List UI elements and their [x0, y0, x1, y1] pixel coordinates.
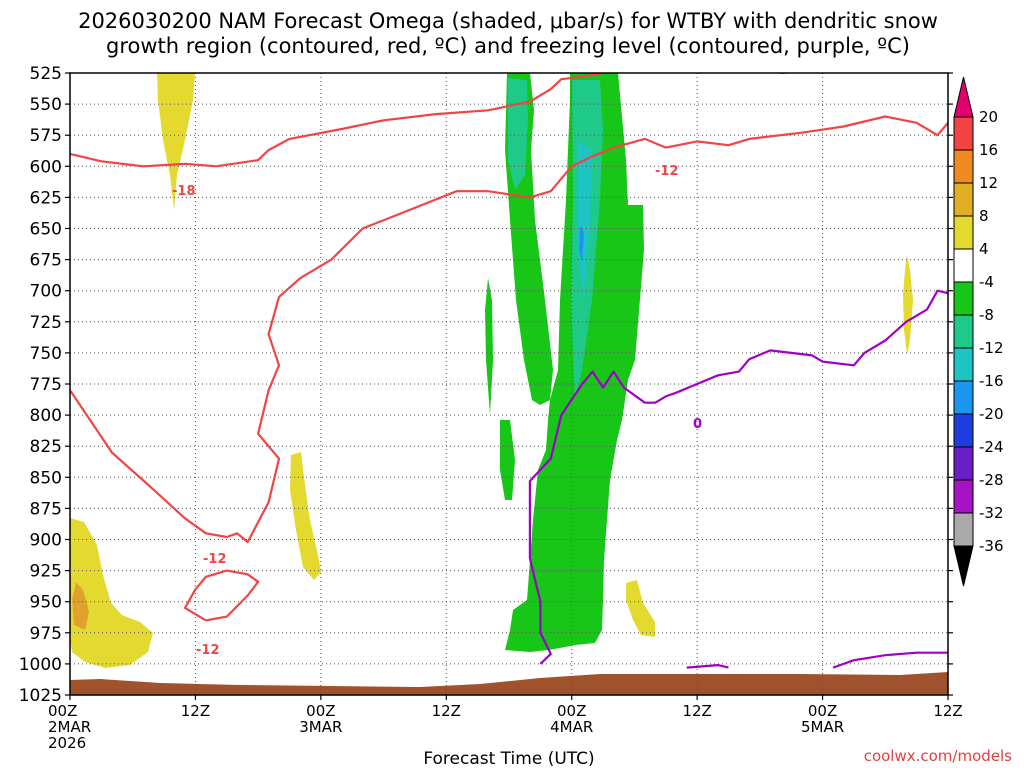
- y-tick-label-1025: 1025: [19, 686, 62, 706]
- colorbar-segment-13: [953, 512, 974, 547]
- x-tick-label-48-2: 4MAR: [550, 718, 593, 736]
- colorbar-label-16: 16: [979, 141, 998, 159]
- colorbar-segment-7: [953, 314, 974, 349]
- colorbar-segment-3: [953, 182, 974, 217]
- colorbar-label--12: -12: [979, 339, 1004, 357]
- omega-region-downward-spur: [500, 420, 515, 500]
- y-tick-label-650: 650: [30, 220, 62, 240]
- x-tick-label-12-1: 12Z: [181, 702, 210, 720]
- contour-line-dendritic-3: [70, 190, 489, 544]
- x-tick-label-60-1: 12Z: [682, 702, 711, 720]
- colorbar-label--32: -32: [979, 504, 1004, 522]
- colorbar-label-4: 4: [979, 240, 989, 258]
- colorbar: 20 16 12 8 4 -4 -8 -12 -16 -20 -24 -28 -32 -36: [953, 76, 1004, 587]
- contour-label-red-1: -18: [172, 184, 196, 199]
- y-tick-label-725: 725: [30, 313, 62, 333]
- contour-label-red-3: -12: [203, 552, 227, 567]
- y-tick-label-750: 750: [30, 344, 62, 364]
- y-tick-label-850: 850: [30, 468, 62, 488]
- colorbar-label-8: 8: [979, 207, 989, 225]
- y-tick-label-575: 575: [30, 126, 62, 146]
- y-tick-label-675: 675: [30, 251, 62, 271]
- colorbar-segment-6: [953, 281, 974, 316]
- x-tick-label-48-1: 00Z: [557, 702, 586, 720]
- omega-region-downward-left: [485, 278, 493, 415]
- terrain-surface: [70, 672, 948, 695]
- colorbar-cap-top: [953, 76, 974, 118]
- omega-region-upward-1: [157, 73, 195, 210]
- y-tick-label-525: 525: [30, 64, 62, 84]
- y-tick-label-900: 900: [30, 531, 62, 551]
- contour-label-red-4: -12: [196, 643, 220, 658]
- y-tick-label-700: 700: [30, 282, 62, 302]
- x-tick-label-36-1: 12Z: [432, 702, 461, 720]
- x-tick-label-0-3: 2026: [48, 734, 86, 752]
- watermark: coolwx.com/models: [864, 747, 1012, 765]
- y-tick-label-950: 950: [30, 593, 62, 613]
- omega-region-upward-3: [290, 452, 321, 580]
- y-tick-label-875: 875: [30, 499, 62, 519]
- colorbar-label--28: -28: [979, 471, 1004, 489]
- omega-region-upward-5: [903, 255, 913, 355]
- contour-line-freezing-6: [686, 664, 729, 669]
- x-tick-label-72-1: 00Z: [808, 702, 837, 720]
- contours: [70, 73, 948, 669]
- chart-title-line-2: growth region (contoured, red, ºC) and f…: [106, 34, 910, 58]
- y-tick-label-825: 825: [30, 437, 62, 457]
- omega-region-upward-2: [70, 518, 153, 668]
- colorbar-segment-10: [953, 413, 974, 448]
- colorbar-label--24: -24: [979, 438, 1004, 456]
- y-tick-label-625: 625: [30, 188, 62, 208]
- y-tick-label-800: 800: [30, 406, 62, 426]
- x-tick-label-24-2: 3MAR: [299, 718, 342, 736]
- colorbar-cap-bottom: [953, 545, 974, 587]
- omega-region-upward-4: [626, 580, 655, 637]
- y-tick-label-975: 975: [30, 624, 62, 644]
- colorbar-segment-12: [953, 479, 974, 514]
- y-tick-label-550: 550: [30, 95, 62, 115]
- x-tick-label-0-2: 2MAR: [48, 718, 91, 736]
- x-tick-label-72-2: 5MAR: [801, 718, 844, 736]
- colorbar-label--8: -8: [979, 306, 994, 324]
- colorbar-segment-5: [953, 248, 974, 283]
- contour-line-freezing-7: [832, 651, 948, 669]
- colorbar-label--4: -4: [979, 273, 994, 291]
- y-tick-label-775: 775: [30, 375, 62, 395]
- colorbar-label--36: -36: [979, 537, 1004, 555]
- omega-region-cyan: [577, 140, 592, 300]
- contour-label-purple-1: 0: [693, 417, 702, 432]
- contour-line-dendritic-4: [183, 569, 260, 622]
- colorbar-segment-2: [953, 149, 974, 184]
- colorbar-label-12: 12: [979, 174, 998, 192]
- colorbar-label--16: -16: [979, 372, 1004, 390]
- x-tick-label-0-1: 00Z: [48, 702, 77, 720]
- colorbar-label-20: 20: [979, 108, 998, 126]
- y-axis: 525 550 575 600 625 650 675 700 725 750 775 800 825 8…: [19, 64, 953, 706]
- colorbar-label--20: -20: [979, 405, 1004, 423]
- colorbar-segment-11: [953, 446, 974, 481]
- colorbar-segment-9: [953, 380, 974, 415]
- omega-shading: [70, 73, 948, 695]
- y-tick-label-1000: 1000: [19, 655, 62, 675]
- x-axis-label: Forecast Time (UTC): [423, 749, 594, 768]
- omega-region-blue: [579, 225, 584, 262]
- chart-title-line-1: 2026030200 NAM Forecast Omega (shaded, μ…: [78, 9, 938, 33]
- omega-region-upward-orange: [72, 582, 89, 630]
- x-tick-label-84-1: 12Z: [933, 702, 962, 720]
- x-tick-label-24-1: 00Z: [306, 702, 335, 720]
- colorbar-segment-1: [953, 116, 974, 151]
- colorbar-segment-8: [953, 347, 974, 382]
- contour-line-dendritic-0: [70, 73, 604, 168]
- plot-area: [70, 73, 948, 695]
- contour-label-red-2: -12: [655, 164, 679, 179]
- y-tick-label-600: 600: [30, 157, 62, 177]
- y-tick-label-925: 925: [30, 562, 62, 582]
- contour-line-freezing-5: [528, 289, 948, 665]
- colorbar-segment-4: [953, 215, 974, 250]
- contour-line-dendritic-2: [487, 115, 948, 199]
